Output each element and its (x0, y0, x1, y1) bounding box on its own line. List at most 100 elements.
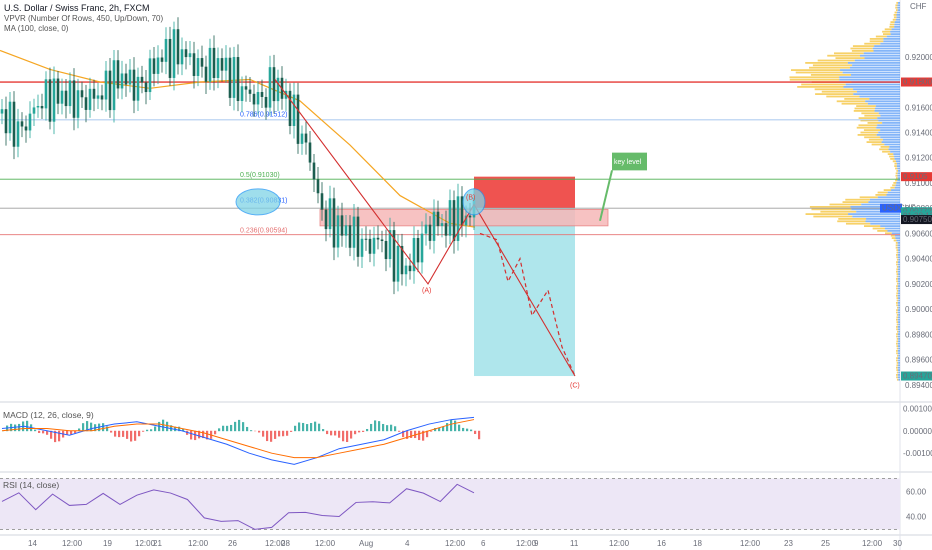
x-tick-label: 4 (405, 539, 410, 548)
candle-body (308, 142, 312, 163)
volume-profile-bar-down (898, 266, 900, 268)
volume-profile-bar-up (896, 321, 899, 323)
volume-profile-bar-up (836, 100, 866, 103)
candle-body (168, 38, 172, 78)
volume-profile-bar-down (874, 45, 900, 47)
macd-histogram-bar (430, 430, 433, 432)
macd-histogram-bar (270, 430, 273, 442)
macd-histogram-bar (66, 430, 69, 435)
volume-profile-bar-down (895, 237, 900, 239)
volume-profile-bar-up (882, 150, 891, 153)
macd-histogram-bar (242, 422, 245, 432)
highlight-ellipse (235, 188, 281, 216)
volume-profile-bar-up (813, 215, 853, 218)
macd-histogram-bar (154, 426, 157, 432)
volume-profile-bar-down (896, 18, 900, 21)
volume-profile-bar-up (896, 170, 899, 172)
volume-profile-bar-down (898, 345, 900, 347)
volume-profile-bar-down (898, 340, 900, 343)
volume-profile-bar-down (897, 359, 900, 362)
x-tick-label: 28 (281, 539, 290, 548)
candle-body (140, 76, 144, 83)
fib-level-label: 0.5(0.91030) (240, 172, 280, 179)
volume-profile-bar-down (898, 306, 900, 309)
volume-profile-bar-down (898, 378, 900, 381)
candle-body (88, 88, 92, 110)
macd-histogram-bar (394, 426, 397, 432)
volume-profile-bar-up (896, 258, 899, 261)
macd-histogram-bar (458, 424, 461, 432)
candle-body (244, 86, 248, 90)
macd-histogram-bar (238, 419, 241, 432)
price-tag-bg (901, 371, 932, 381)
macd-histogram-bar (74, 430, 77, 434)
volume-profile-bar-down (897, 328, 900, 331)
volume-profile-bar-up (896, 330, 899, 333)
volume-profile-bar-down (886, 194, 900, 196)
volume-profile-bar-down (897, 256, 900, 259)
macd-histogram-bar (46, 430, 49, 435)
candle-body (184, 49, 188, 58)
macd-histogram-bar (18, 423, 21, 432)
macd-histogram-bar (338, 430, 341, 438)
volume-profile-bar-down (898, 258, 900, 261)
stop-zone (474, 176, 575, 209)
fib-level-label: 0.786(0.91512) (240, 112, 287, 119)
volume-profile-bar-up (896, 323, 899, 326)
macd-histogram-bar (90, 422, 93, 432)
y-tick-label: 0.91600 (905, 103, 932, 112)
volume-profile-bar-down (880, 114, 900, 117)
volume-profile-bar-down (898, 297, 900, 299)
volume-profile-bar-up (887, 153, 894, 155)
volume-profile-bar-down (898, 354, 900, 357)
x-tick-label: 26 (228, 539, 237, 548)
volume-profile-bar-up (835, 57, 865, 59)
macd-histogram-bar (346, 430, 349, 443)
volume-profile-bar-up (896, 362, 899, 364)
candle-body (324, 209, 328, 230)
volume-profile-bar-down (897, 333, 900, 335)
volume-profile-bar-down (897, 309, 900, 311)
volume-profile-bar-down (865, 100, 900, 103)
macd-series-line (1, 419, 475, 459)
volume-profile-bar-up (896, 333, 898, 335)
candle-body (96, 95, 100, 99)
volume-profile-bar-up (896, 285, 898, 287)
volume-profile-bar-up (809, 206, 851, 208)
candle-body (108, 70, 112, 111)
volume-profile-bar-down (898, 251, 900, 254)
x-tick-label: 11 (570, 539, 579, 548)
volume-profile-bar-up (845, 222, 871, 225)
volume-profile-bar-up (857, 134, 877, 136)
volume-profile-bar-down (875, 107, 900, 110)
volume-profile-bar-down (868, 201, 900, 203)
macd-histogram-bar (414, 430, 417, 439)
macd-histogram-bar (162, 419, 165, 432)
volume-profile-bar-up (790, 69, 841, 71)
volume-profile-bar-down (884, 227, 900, 230)
candle-body (428, 224, 432, 241)
volume-profile-bar-down (897, 11, 900, 14)
volume-profile-bar-down (897, 287, 900, 290)
macd-histogram-bar (306, 424, 309, 432)
candle-body (368, 238, 372, 254)
macd-histogram-bar (234, 421, 237, 432)
volume-profile-bar-up (894, 165, 897, 167)
candle-body (164, 38, 168, 62)
rsi-y-tick-label: 40.00 (906, 513, 927, 522)
macd-histogram-bar (142, 430, 145, 432)
volume-profile-bar-down (859, 54, 900, 57)
volume-profile-bar-down (897, 263, 900, 266)
y-tick-label: 0.90400 (905, 255, 932, 264)
macd-histogram-bar (182, 429, 185, 432)
volume-profile-bar-down (891, 232, 900, 235)
volume-profile-bar-down (897, 292, 900, 295)
volume-profile-bar-up (811, 208, 852, 211)
candle-body (420, 233, 424, 263)
candle-body (160, 57, 164, 62)
volume-profile-bar-up (895, 6, 898, 9)
volume-profile-bar-up (810, 74, 851, 76)
volume-profile-bar-up (895, 244, 898, 247)
candle-body (8, 101, 12, 134)
